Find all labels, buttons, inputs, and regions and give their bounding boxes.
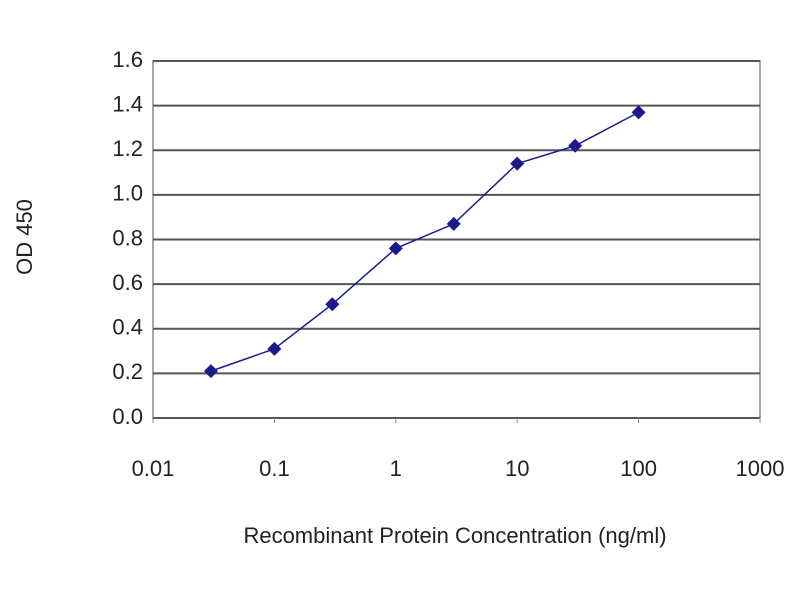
y-axis-title: OD 450 [12, 199, 37, 275]
y-tick-label: 1.6 [112, 47, 143, 72]
y-tick-label: 1.2 [112, 136, 143, 161]
y-tick-label: 0.4 [112, 315, 143, 340]
y-tick-label: 0.8 [112, 225, 143, 250]
data-point [446, 216, 461, 231]
x-tick-label: 10 [505, 456, 529, 481]
x-tick-label: 1000 [736, 456, 785, 481]
data-point [267, 341, 282, 356]
x-tick-label: 0.01 [132, 456, 175, 481]
y-tick-label: 1.4 [112, 91, 143, 116]
series-line [210, 111, 639, 372]
y-tick-label: 1.0 [112, 181, 143, 206]
data-point [325, 297, 340, 312]
y-tick-label: 0.2 [112, 359, 143, 384]
data-point [631, 105, 646, 120]
data-point [203, 364, 218, 379]
data-point [388, 241, 403, 256]
y-tick-label: 0.0 [112, 404, 143, 429]
x-axis-title: Recombinant Protein Concentration (ng/ml… [243, 523, 666, 548]
y-tick-label: 0.6 [112, 270, 143, 295]
data-point [568, 138, 583, 153]
x-tick-label: 1 [390, 456, 402, 481]
x-tick-label: 100 [620, 456, 657, 481]
x-tick-label: 0.1 [259, 456, 290, 481]
data-point [510, 156, 525, 171]
